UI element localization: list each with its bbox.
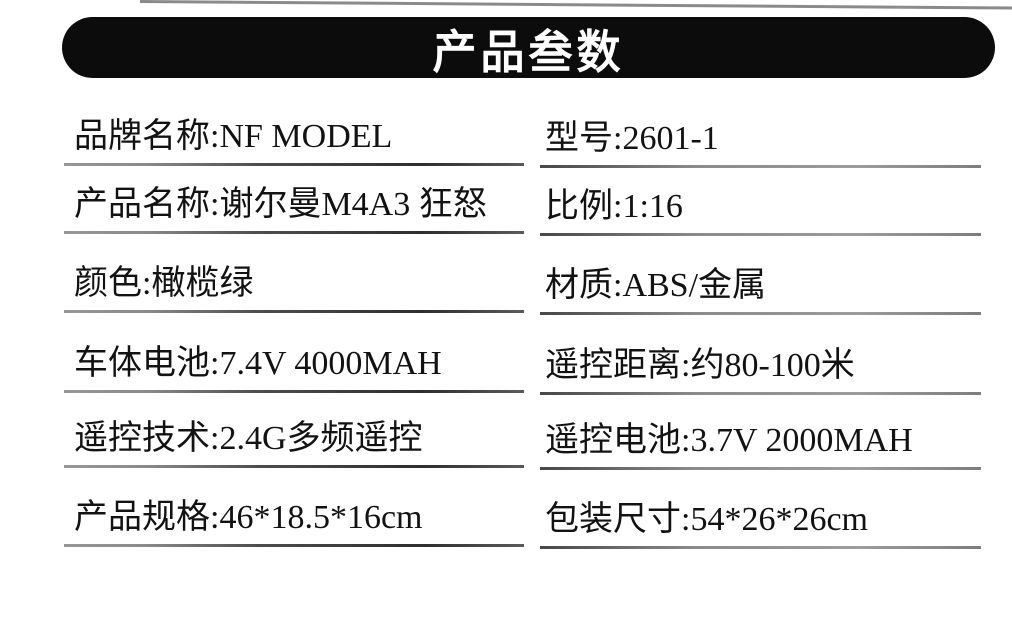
spec-material: 材质:ABS/金属 [538, 236, 985, 315]
spec-label: 产品规格 [74, 499, 210, 536]
spec-label: 型号 [545, 120, 613, 157]
spec-colon: : [210, 499, 220, 536]
spec-remote-distance: 遥控距离:约80-100米 [538, 315, 985, 395]
spec-colon: : [142, 265, 152, 302]
spec-value: 7.4V 4000MAH [219, 345, 442, 382]
spec-product-size: 产品规格:46*18.5*16cm [62, 468, 528, 547]
spec-value: 54*26*26cm [690, 501, 868, 538]
spec-value: 1:16 [622, 188, 683, 225]
spec-value: 2601-1 [622, 120, 719, 157]
spec-label: 产品名称 [74, 186, 210, 223]
spec-label: 包装尺寸 [545, 501, 681, 538]
spec-product-name: 产品名称:谢尔曼M4A3 狂怒 [62, 166, 528, 234]
spec-package-size: 包装尺寸:54*26*26cm [538, 470, 985, 549]
spec-colon: : [681, 347, 691, 384]
spec-remote-tech: 遥控技术:2.4G多频遥控 [62, 393, 528, 468]
spec-label: 遥控技术 [74, 420, 210, 457]
spec-value: 3.7V 2000MAH [690, 422, 913, 459]
spec-remote-battery: 遥控电池:3.7V 2000MAH [538, 395, 985, 470]
spec-colon: : [210, 186, 220, 223]
spec-colon: : [613, 120, 623, 157]
spec-colon: : [681, 501, 691, 538]
page-title: 产品叁数 [432, 26, 625, 78]
spec-colon: : [210, 118, 220, 155]
spec-body-battery: 车体电池:7.4V 4000MAH [62, 313, 528, 393]
spec-colon: : [210, 345, 220, 382]
page-title-banner: 产品叁数 [62, 17, 995, 78]
spec-value: ABS/金属 [622, 267, 767, 304]
spec-brand-name: 品牌名称:NF MODEL [62, 100, 528, 166]
spec-value: 谢尔曼M4A3 狂怒 [219, 186, 487, 223]
spec-label: 品牌名称 [74, 118, 210, 155]
spec-label: 颜色 [74, 265, 142, 302]
spec-value: 橄榄绿 [151, 265, 254, 302]
top-edge-line [139, 0, 1012, 10]
spec-colon: : [613, 267, 623, 304]
spec-scale: 比例:1:16 [538, 168, 985, 236]
spec-colon: : [210, 420, 220, 457]
spec-label: 车体电池 [74, 345, 210, 382]
spec-column-left: 品牌名称:NF MODEL 产品名称:谢尔曼M4A3 狂怒 颜色:橄榄绿 车体电… [62, 100, 528, 547]
spec-value: 约80-100米 [690, 347, 855, 384]
spec-colon: : [613, 188, 623, 225]
spec-column-right: 型号:2601-1 比例:1:16 材质:ABS/金属 遥控距离:约80-100… [538, 102, 985, 549]
spec-color: 颜色:橄榄绿 [62, 234, 528, 313]
spec-model-number: 型号:2601-1 [538, 102, 985, 168]
spec-value: 46*18.5*16cm [219, 499, 423, 536]
spec-label: 比例 [545, 188, 613, 225]
spec-label: 遥控距离 [545, 347, 681, 384]
spec-colon: : [681, 422, 691, 459]
spec-value: 2.4G多频遥控 [219, 420, 423, 457]
spec-value: NF MODEL [219, 118, 393, 155]
spec-label: 材质 [545, 267, 613, 304]
spec-label: 遥控电池 [545, 422, 681, 459]
